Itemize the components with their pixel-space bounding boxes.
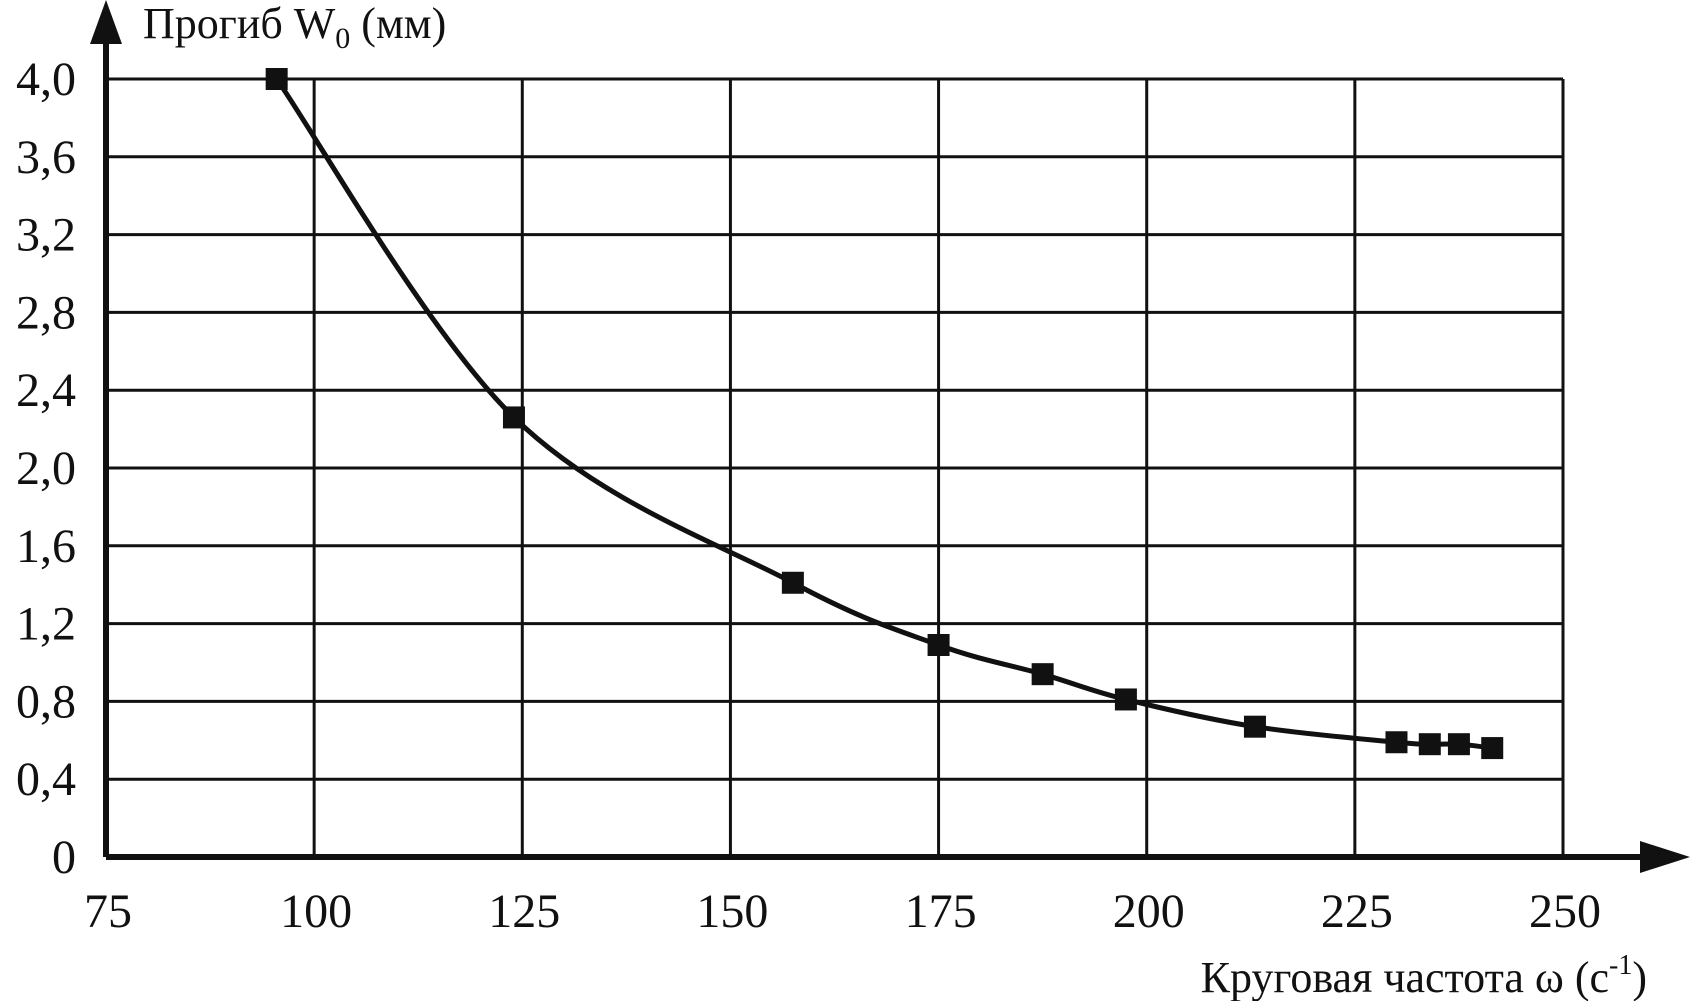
- y-tick-label-1: 0,4: [16, 753, 76, 806]
- y-tick-labels: 0 0,4 0,8 1,2 1,6 2,0 2,4 2,8 3,2 3,6 4,0: [16, 53, 76, 884]
- series-0-point-6: [1243, 715, 1266, 738]
- x-axis-title: Круговая частота ω (c-1): [1201, 950, 1647, 1001]
- x-axis-title-tail: ): [1632, 953, 1647, 1001]
- y-tick-label-9: 3,6: [16, 131, 76, 184]
- x-tick-label-1: 100: [280, 885, 352, 938]
- series-0-point-9: [1447, 733, 1470, 756]
- x-tick-label-7: 250: [1529, 885, 1601, 938]
- series-0-point-2: [781, 571, 804, 594]
- y-tick-label-5: 2,0: [16, 442, 76, 495]
- x-tick-label-4: 175: [905, 885, 977, 938]
- y-axis-arrow: [90, 0, 122, 44]
- series-0-point-3: [927, 633, 950, 656]
- series-curve: [274, 77, 1493, 751]
- x-tick-label-2: 125: [488, 885, 560, 938]
- x-tick-labels: 75 100 125 150 175 200 225 250: [84, 885, 1601, 938]
- series-0-point-8: [1418, 733, 1441, 756]
- series-0-point-4: [1031, 663, 1054, 686]
- x-axis-title-main: Круговая частота ω (c: [1201, 953, 1609, 1001]
- x-tick-label-0: 75: [84, 885, 132, 938]
- axes: [90, 0, 1690, 873]
- y-tick-label-7: 2,8: [16, 286, 76, 339]
- y-tick-label-2: 0,8: [16, 675, 76, 728]
- x-tick-label-5: 200: [1113, 885, 1185, 938]
- series-0-point-0: [265, 68, 288, 90]
- series-0-point-1: [502, 406, 525, 429]
- x-tick-label-6: 225: [1321, 885, 1393, 938]
- series-0-point-10: [1481, 737, 1504, 760]
- y-axis-title: Прогиб W0 (мм): [143, 0, 446, 55]
- y-axis-title-subscript: 0: [335, 22, 350, 55]
- y-axis-title-unit: (мм): [350, 0, 446, 48]
- y-tick-label-10: 4,0: [16, 53, 76, 106]
- y-tick-label-6: 2,4: [16, 364, 76, 417]
- x-tick-label-3: 150: [696, 885, 768, 938]
- y-tick-label-8: 3,2: [16, 209, 76, 262]
- y-axis-title-main: Прогиб W: [143, 0, 336, 48]
- y-tick-label-3: 1,2: [16, 598, 76, 651]
- series-0-line: [274, 77, 1493, 751]
- x-axis-title-superscript: -1: [1609, 950, 1632, 981]
- series-markers: [265, 68, 1504, 760]
- x-axis-arrow: [1640, 841, 1690, 873]
- series-0-point-7: [1385, 731, 1408, 754]
- y-tick-label-4: 1,6: [16, 520, 76, 573]
- grid: [106, 77, 1565, 857]
- series-0-point-5: [1114, 688, 1137, 711]
- y-tick-label-0: 0: [52, 831, 76, 884]
